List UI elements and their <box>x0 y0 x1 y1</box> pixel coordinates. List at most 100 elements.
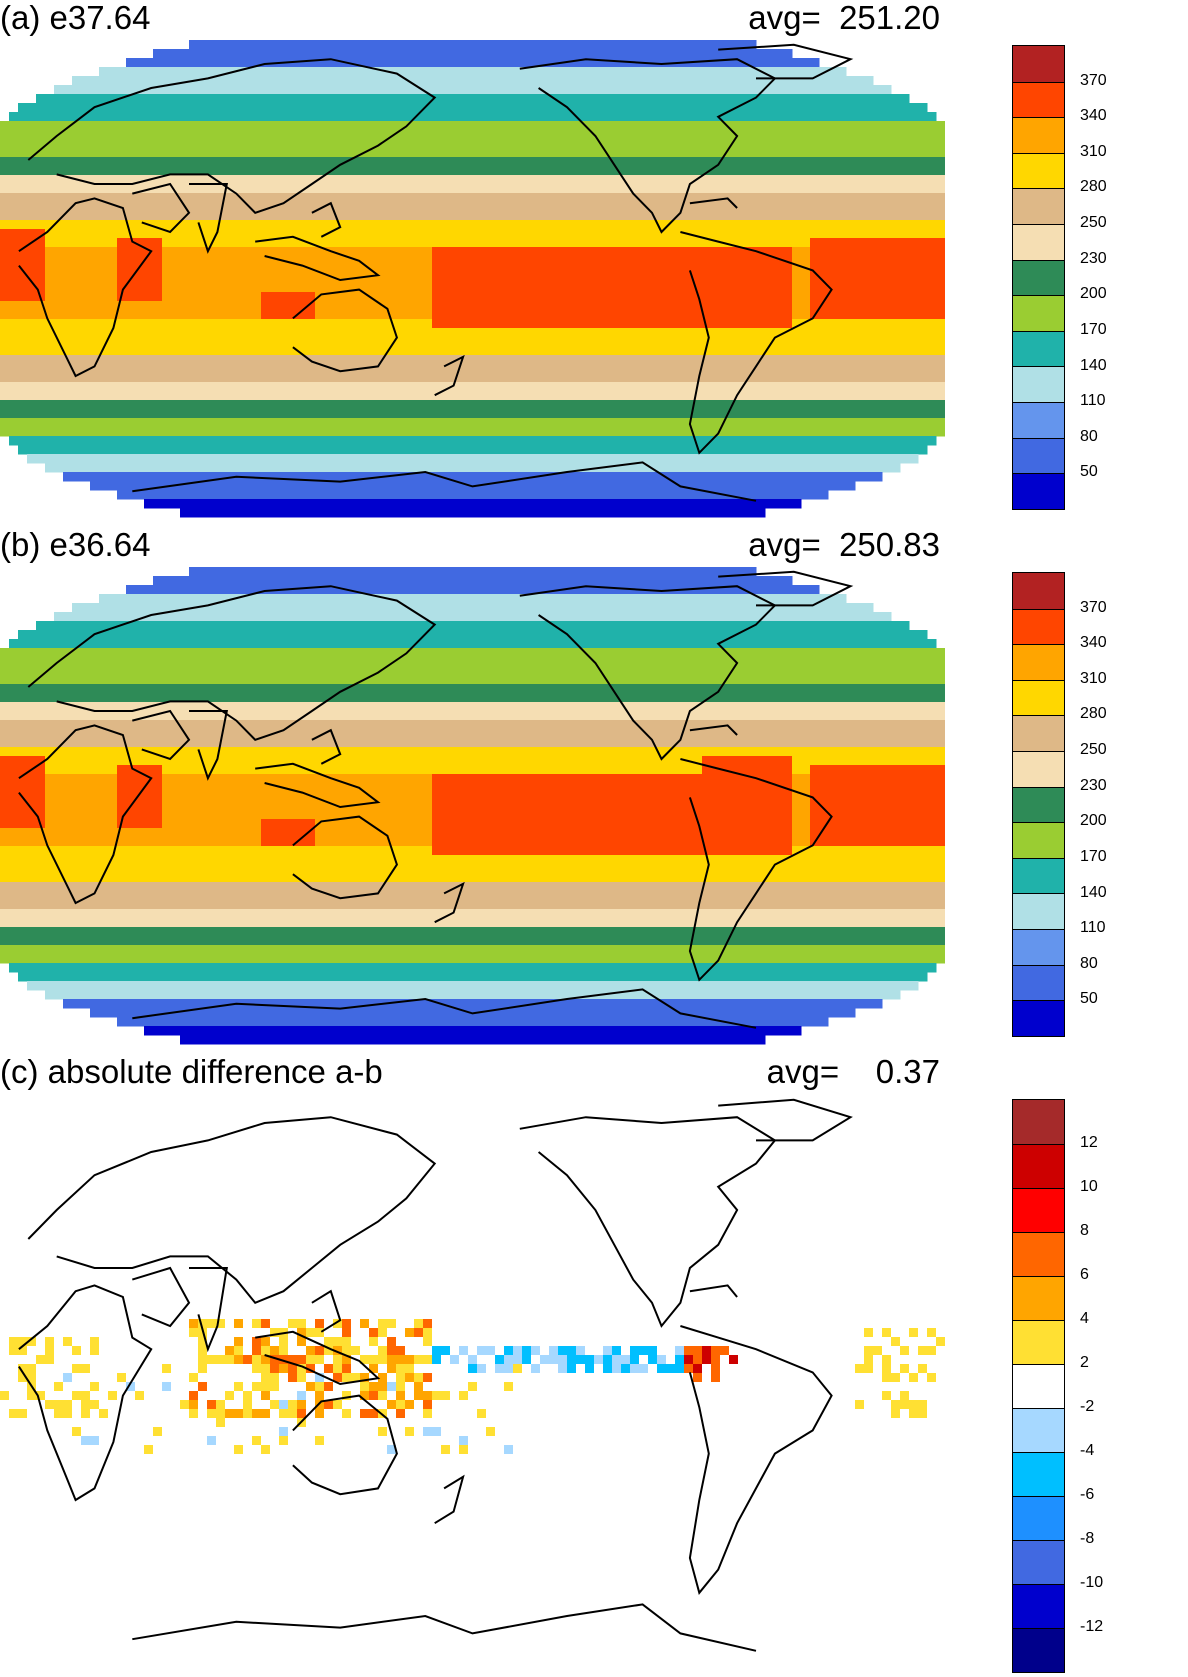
field-cell <box>648 85 658 95</box>
field-cell <box>279 238 289 248</box>
field-cell <box>108 337 118 347</box>
field-cell <box>90 130 100 140</box>
field-cell <box>261 418 271 428</box>
field-cell <box>270 409 280 419</box>
field-cell <box>558 445 568 455</box>
field-cell <box>558 49 568 59</box>
field-cell <box>522 184 532 194</box>
field-cell <box>351 454 361 464</box>
field-cell <box>171 418 181 428</box>
field-cell <box>612 238 622 248</box>
field-cell <box>783 58 793 68</box>
field-cell <box>207 175 217 185</box>
field-cell <box>0 274 10 284</box>
field-cell <box>657 211 667 221</box>
field-cell <box>549 445 559 455</box>
field-cell <box>477 175 487 185</box>
field-cell <box>90 274 100 284</box>
field-cell <box>891 337 901 347</box>
field-cell <box>576 292 586 302</box>
field-cell <box>720 220 730 230</box>
field-cell <box>774 112 784 122</box>
field-cell <box>0 301 10 311</box>
field-cell <box>216 400 226 410</box>
field-cell <box>846 283 856 293</box>
field-cell <box>90 427 100 437</box>
field-cell <box>567 337 577 347</box>
field-cell <box>855 148 865 158</box>
field-cell <box>684 139 694 149</box>
field-cell <box>900 319 910 329</box>
field-cell <box>414 274 424 284</box>
field-cell <box>189 445 199 455</box>
field-cell <box>729 184 739 194</box>
field-cell <box>441 265 451 275</box>
field-cell <box>144 265 154 275</box>
field-cell <box>216 346 226 356</box>
field-cell <box>864 445 874 455</box>
field-cell <box>783 382 793 392</box>
field-cell <box>117 265 127 275</box>
field-cell <box>414 364 424 374</box>
field-cell <box>225 292 235 302</box>
field-cell <box>243 409 253 419</box>
field-cell <box>216 247 226 257</box>
field-cell <box>45 454 55 464</box>
field-cell <box>252 382 262 392</box>
field-cell <box>0 229 10 239</box>
field-cell <box>756 157 766 167</box>
field-cell <box>936 220 945 230</box>
field-cell <box>468 130 478 140</box>
field-cell <box>657 49 667 59</box>
field-cell <box>603 400 613 410</box>
field-cell <box>594 364 604 374</box>
field-cell <box>486 103 496 113</box>
field-cell <box>801 301 811 311</box>
field-cell <box>27 256 37 266</box>
field-cell <box>936 166 945 176</box>
field-cell <box>801 400 811 410</box>
field-cell <box>594 175 604 185</box>
field-cell <box>774 211 784 221</box>
field-cell <box>81 382 91 392</box>
field-cell <box>405 67 415 77</box>
field-cell <box>0 346 10 356</box>
field-cell <box>261 301 271 311</box>
field-cell <box>873 220 883 230</box>
field-cell <box>819 121 829 131</box>
field-cell <box>297 49 307 59</box>
field-cell <box>936 391 945 401</box>
field-cell <box>747 346 757 356</box>
field-cell <box>513 76 523 86</box>
field-cell <box>54 355 64 365</box>
field-cell <box>927 346 937 356</box>
field-cell <box>126 400 136 410</box>
field-cell <box>936 229 945 239</box>
field-cell <box>900 112 910 122</box>
field-cell <box>45 211 55 221</box>
field-cell <box>864 157 874 167</box>
field-cell <box>351 58 361 68</box>
field-cell <box>666 256 676 266</box>
field-cell <box>693 247 703 257</box>
field-cell <box>135 346 145 356</box>
field-cell <box>81 265 91 275</box>
field-cell <box>441 319 451 329</box>
field-cell <box>801 418 811 428</box>
field-cell <box>333 166 343 176</box>
field-cell <box>423 373 433 383</box>
field-cell <box>396 184 406 194</box>
field-cell <box>333 130 343 140</box>
field-cell <box>396 202 406 212</box>
field-cell <box>234 58 244 68</box>
field-cell <box>459 85 469 95</box>
field-cell <box>126 382 136 392</box>
field-cell <box>0 166 10 176</box>
field-cell <box>288 481 298 491</box>
field-cell <box>891 130 901 140</box>
field-cell <box>594 247 604 257</box>
field-cell <box>612 229 622 239</box>
field-cell <box>558 184 568 194</box>
field-cell <box>153 427 163 437</box>
field-cell <box>36 391 46 401</box>
